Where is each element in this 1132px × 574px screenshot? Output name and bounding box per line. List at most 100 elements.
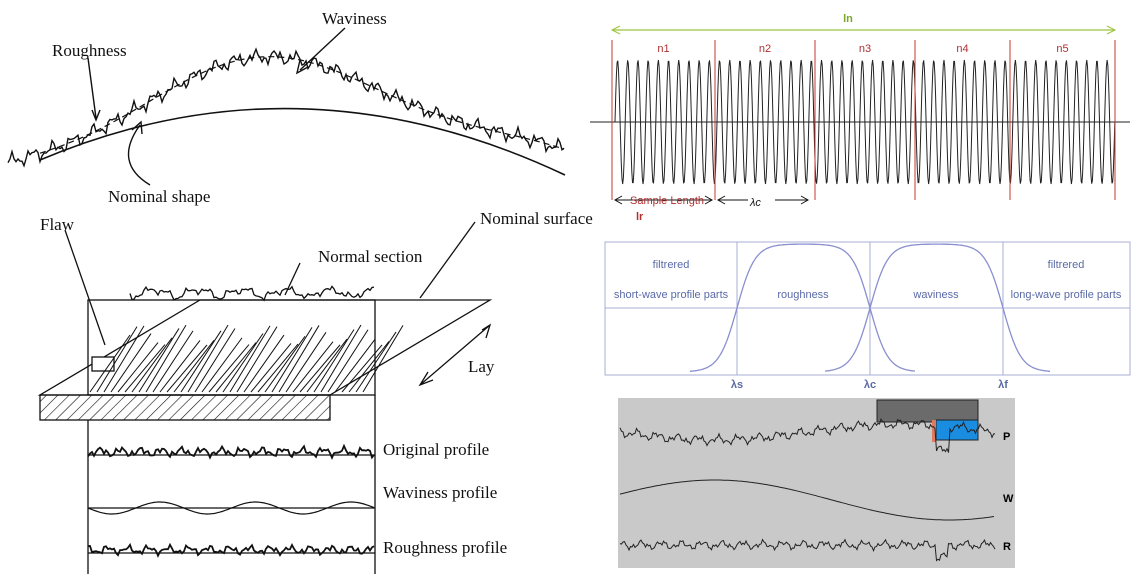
probe-body (876, 399, 979, 423)
lay-ridge (166, 344, 208, 393)
segment-label: n1 (657, 43, 669, 55)
lay-ridge (229, 325, 271, 393)
profile-label: Roughness profile (383, 538, 507, 557)
lay-ridge (236, 326, 278, 393)
roughness-filter (689, 243, 916, 372)
waviness-curve (39, 56, 565, 154)
label-flaw: Flaw (40, 215, 75, 234)
arrowhead (91, 109, 101, 122)
nominal-curve (39, 107, 566, 176)
lay-ridge (306, 338, 348, 393)
lay-ridge (327, 329, 369, 393)
lay-ridge (208, 344, 250, 393)
label-sample-length: Sample Length (630, 195, 704, 207)
lay-ridge (89, 334, 131, 393)
region-label: waviness (912, 289, 959, 301)
lay-ridge (159, 340, 201, 393)
lay-ridge (103, 325, 145, 393)
lay-ridge (257, 343, 299, 393)
segment-label: n4 (956, 43, 968, 55)
block-face (39, 394, 331, 421)
lay-ridge (201, 337, 243, 393)
lay-ridge (180, 330, 222, 393)
region-label: long-wave profile parts (1011, 289, 1122, 301)
sine-profile (614, 59, 1116, 185)
lay-ridge (131, 337, 173, 393)
arrowhead (295, 59, 309, 75)
normal-section-plane (87, 299, 376, 396)
lay-ridge (271, 327, 313, 393)
panel-label: W (1003, 493, 1014, 505)
ln-arrowheads (610, 25, 1117, 35)
arrow (419, 221, 476, 299)
roughness-line (619, 538, 996, 562)
panel-label: P (1003, 431, 1010, 443)
lay-ridge (145, 324, 187, 393)
probe-tip (932, 420, 936, 442)
arrow (284, 262, 301, 296)
label-ln: ln (843, 13, 853, 25)
lay-arrow (418, 323, 492, 387)
label-normal-section: Normal section (318, 247, 423, 266)
region-label: filtrered (653, 259, 690, 271)
waviness-line (619, 479, 995, 521)
segment-label: n5 (1056, 43, 1068, 55)
cutoff-label: λc (864, 379, 876, 391)
lay-ridge (320, 324, 362, 393)
lay-ridge (138, 328, 180, 393)
length-arrows (613, 195, 810, 205)
label-cutoff: λc (749, 197, 761, 209)
primary-profile (619, 418, 996, 453)
lay-ridge (313, 329, 355, 393)
waviness-filter (824, 243, 1051, 372)
panel-label: R (1003, 541, 1011, 553)
lay-ridge (264, 336, 306, 393)
lay-ridge (194, 328, 236, 393)
lay-ridge (292, 341, 334, 393)
lay-ridge (124, 344, 166, 393)
lay-ridge (355, 331, 397, 393)
lay-ridge (348, 341, 390, 393)
label-nominal-surface: Nominal surface (480, 209, 593, 228)
lay-ridge (285, 332, 327, 393)
lay-ridge (215, 342, 257, 393)
section-profile (129, 285, 375, 302)
lay-ridge (187, 324, 229, 393)
lay-ridge (243, 334, 285, 393)
lay-ridge (96, 326, 138, 393)
arrow (64, 229, 106, 346)
profile-label: Waviness profile (383, 483, 497, 502)
original-profile (87, 443, 375, 461)
lay-ridge (222, 333, 264, 393)
lay-ridge (110, 333, 152, 393)
lay-ridge (152, 330, 194, 393)
label-waviness: Waviness (322, 9, 387, 28)
cutoff-label: λs (731, 379, 743, 391)
lay-ridge (334, 338, 376, 393)
surface-block (37, 221, 493, 574)
segment-label: n2 (759, 43, 771, 55)
lay-ridge (117, 342, 159, 393)
roughness-profile (87, 542, 375, 558)
lay-ridge (341, 344, 383, 393)
arrow (127, 124, 151, 186)
lay-ridge (173, 340, 215, 393)
sampling-frame (590, 25, 1130, 205)
segment-label: n3 (859, 43, 871, 55)
lay-ridge (362, 325, 404, 393)
label-lr: lr (636, 211, 644, 223)
region-label: roughness (777, 289, 829, 301)
label-lay: Lay (468, 357, 495, 376)
label-nominal-shape: Nominal shape (108, 187, 210, 206)
profile-label: Original profile (383, 440, 489, 459)
lay-ridge (250, 343, 292, 393)
label-roughness: Roughness (52, 41, 127, 60)
lay-ridge (299, 344, 341, 393)
rough-curve (7, 47, 565, 168)
region-label: filtrered (1048, 259, 1085, 271)
arrow (299, 27, 346, 71)
shape-arrows (39, 27, 566, 186)
region-label: short-wave profile parts (614, 289, 729, 301)
arrow (87, 57, 97, 119)
